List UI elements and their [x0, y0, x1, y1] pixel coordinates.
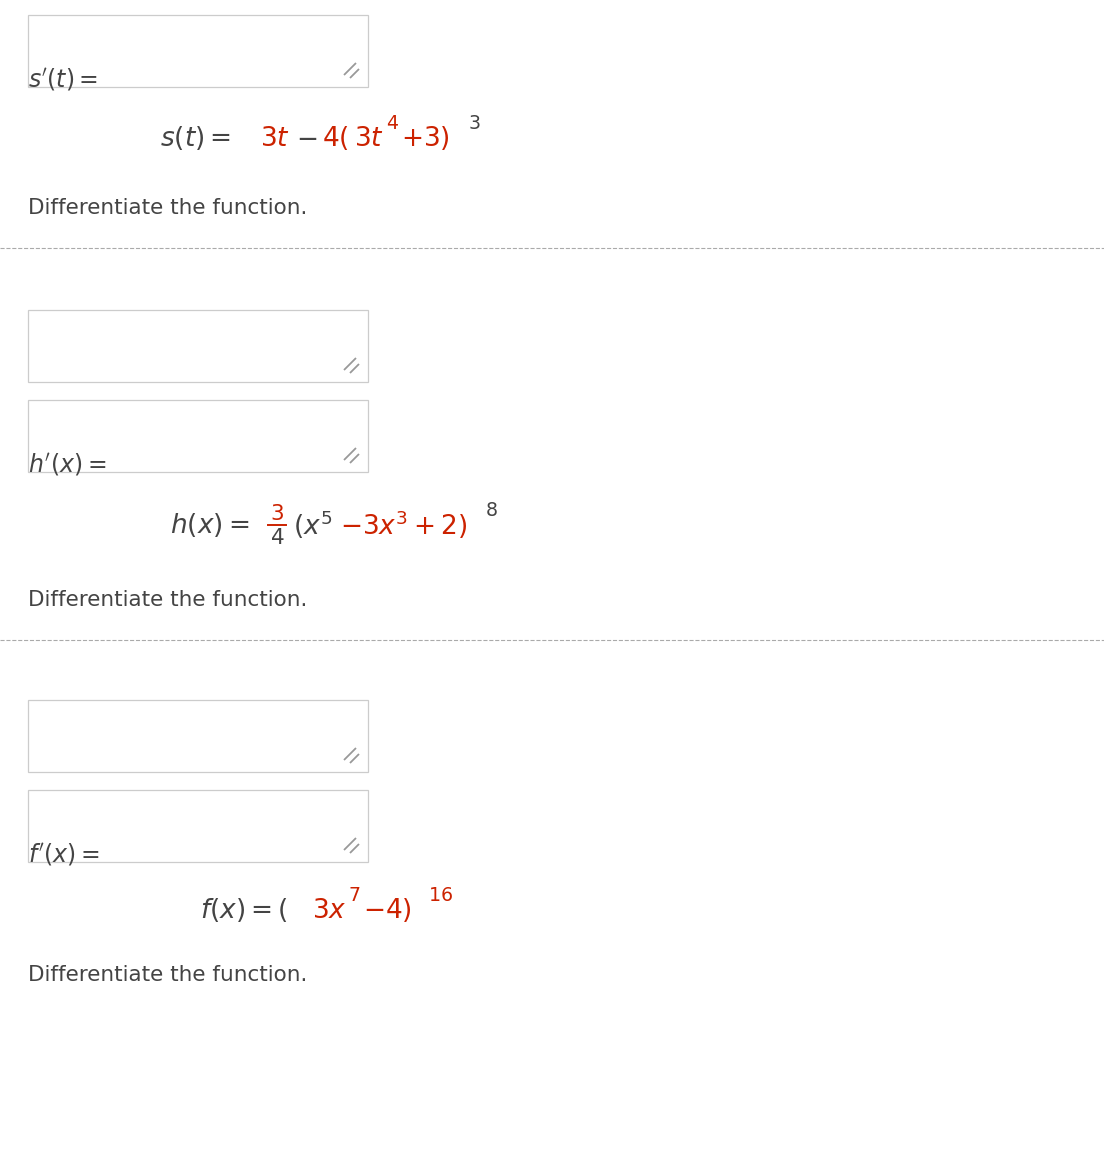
Text: $+ 3)$: $+ 3)$ [401, 124, 449, 152]
Text: $h(x) = $: $h(x) = $ [170, 511, 250, 539]
Text: $3t$: $3t$ [261, 125, 290, 151]
Text: $s(t) = $: $s(t) = $ [160, 124, 231, 152]
Text: $s'(t) =$: $s'(t) =$ [28, 67, 98, 94]
Text: $f'(x) =$: $f'(x) =$ [28, 841, 99, 868]
Text: Differentiate the function.: Differentiate the function. [28, 965, 307, 985]
FancyBboxPatch shape [28, 400, 368, 472]
Text: $3$: $3$ [468, 115, 480, 133]
Text: $4$: $4$ [269, 526, 284, 549]
Text: $3$: $3$ [270, 503, 284, 525]
Text: $3t$: $3t$ [354, 125, 384, 151]
FancyBboxPatch shape [28, 310, 368, 381]
Text: $h'(x) =$: $h'(x) =$ [28, 452, 106, 479]
Text: $- 4)$: $- 4)$ [363, 896, 412, 924]
FancyBboxPatch shape [28, 790, 368, 862]
Text: $3x$: $3x$ [312, 897, 347, 922]
Text: $(x^5$: $(x^5$ [293, 509, 332, 542]
FancyBboxPatch shape [28, 15, 368, 87]
Text: $f(x) = ($: $f(x) = ($ [200, 896, 288, 924]
Text: $4($: $4($ [322, 124, 349, 152]
Text: $16$: $16$ [428, 887, 453, 906]
Text: $-$: $-$ [296, 125, 317, 151]
Text: Differentiate the function.: Differentiate the function. [28, 590, 307, 610]
Text: $7$: $7$ [348, 887, 360, 906]
FancyBboxPatch shape [28, 700, 368, 772]
Text: $4$: $4$ [386, 115, 399, 133]
Text: $8$: $8$ [485, 502, 498, 519]
Text: $- 3x^3 + 2)$: $- 3x^3 + 2)$ [340, 509, 467, 542]
Text: Differentiate the function.: Differentiate the function. [28, 198, 307, 218]
